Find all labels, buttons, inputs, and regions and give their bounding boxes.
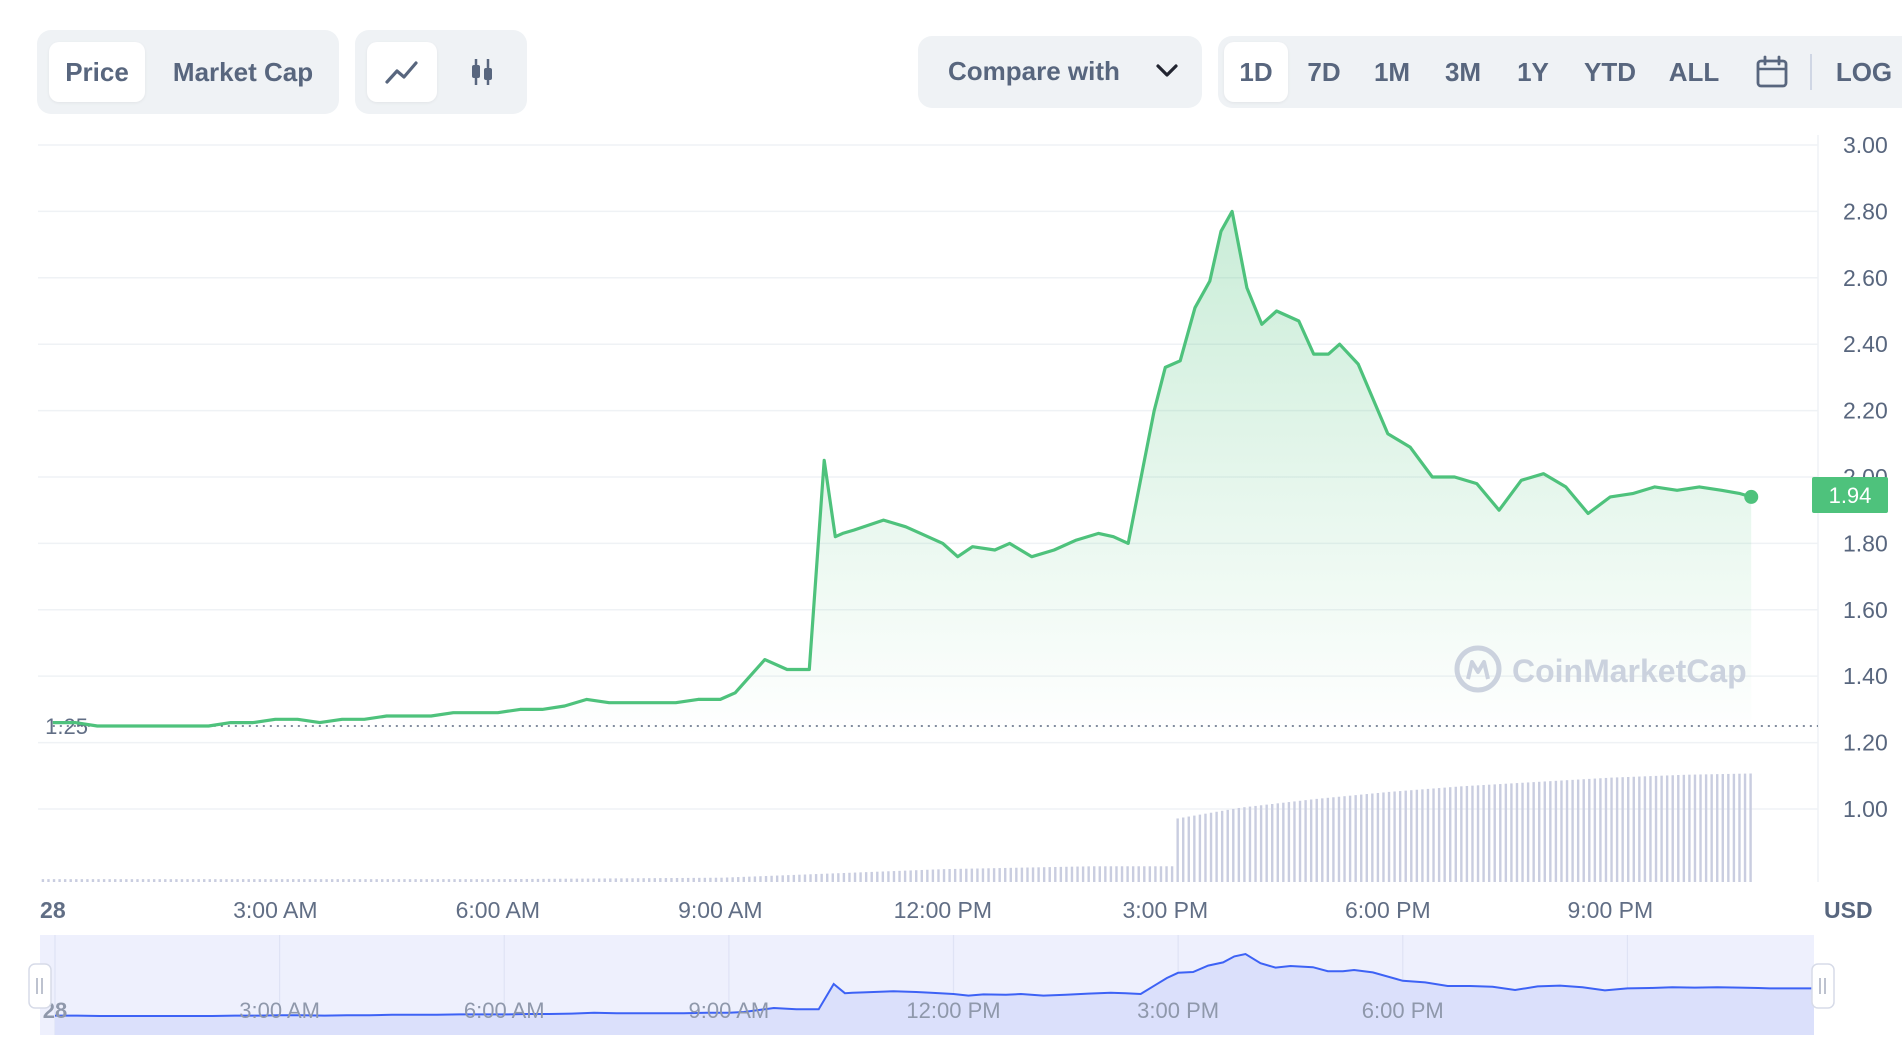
range-1d[interactable]: 1D — [1224, 42, 1288, 102]
navigator-left-handle[interactable] — [28, 963, 52, 1009]
range-3m[interactable]: 3M — [1444, 56, 1482, 87]
navigator-x-label-1: 3:00 AM — [239, 998, 320, 1023]
market-cap-tab[interactable]: Market Cap — [172, 56, 314, 87]
price-tab[interactable]: Price — [49, 42, 145, 102]
navigator-right-handle[interactable] — [1811, 963, 1835, 1009]
compare-dropdown[interactable]: Compare with — [918, 36, 1202, 108]
line-chart-button[interactable] — [367, 42, 437, 102]
log-scale-toggle[interactable]: LOG — [1835, 56, 1893, 87]
range-selector: 1D 7D 1M 3M 1Y YTD ALL LOG — [1218, 36, 1902, 108]
navigator-line — [55, 952, 1814, 1017]
range-all[interactable]: ALL — [1668, 56, 1720, 87]
metric-toggle-group: Price Market Cap — [37, 30, 339, 114]
calendar-button[interactable] — [1742, 42, 1802, 102]
toolbar-divider — [1810, 54, 1812, 90]
navigator-x-label-6: 6:00 PM — [1362, 998, 1444, 1023]
line-chart-icon — [385, 61, 418, 84]
candlestick-button[interactable] — [447, 42, 517, 102]
range-ytd[interactable]: YTD — [1584, 56, 1636, 87]
chart-type-group — [355, 30, 527, 114]
range-1m[interactable]: 1M — [1373, 56, 1411, 87]
navigator-x-label-2: 6:00 AM — [464, 998, 545, 1023]
range-7d[interactable]: 7D — [1307, 56, 1341, 87]
chevron-down-icon — [1156, 64, 1178, 77]
calendar-icon — [1756, 55, 1788, 88]
navigator-x-label-5: 3:00 PM — [1137, 998, 1219, 1023]
candlestick-icon — [472, 59, 492, 85]
navigator-x-label-4: 12:00 PM — [906, 998, 1000, 1023]
navigator-x-label-3: 9:00 AM — [689, 998, 770, 1023]
compare-label: Compare with — [948, 56, 1120, 86]
range-1y[interactable]: 1Y — [1517, 56, 1549, 87]
